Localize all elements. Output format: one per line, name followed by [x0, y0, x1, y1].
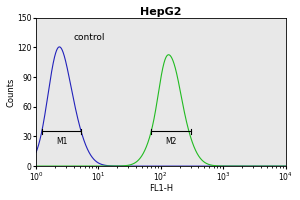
Text: M1: M1: [56, 137, 67, 146]
Y-axis label: Counts: Counts: [7, 77, 16, 107]
X-axis label: FL1-H: FL1-H: [149, 184, 173, 193]
Title: HepG2: HepG2: [140, 7, 181, 17]
Text: control: control: [74, 33, 105, 42]
Text: M2: M2: [165, 137, 177, 146]
